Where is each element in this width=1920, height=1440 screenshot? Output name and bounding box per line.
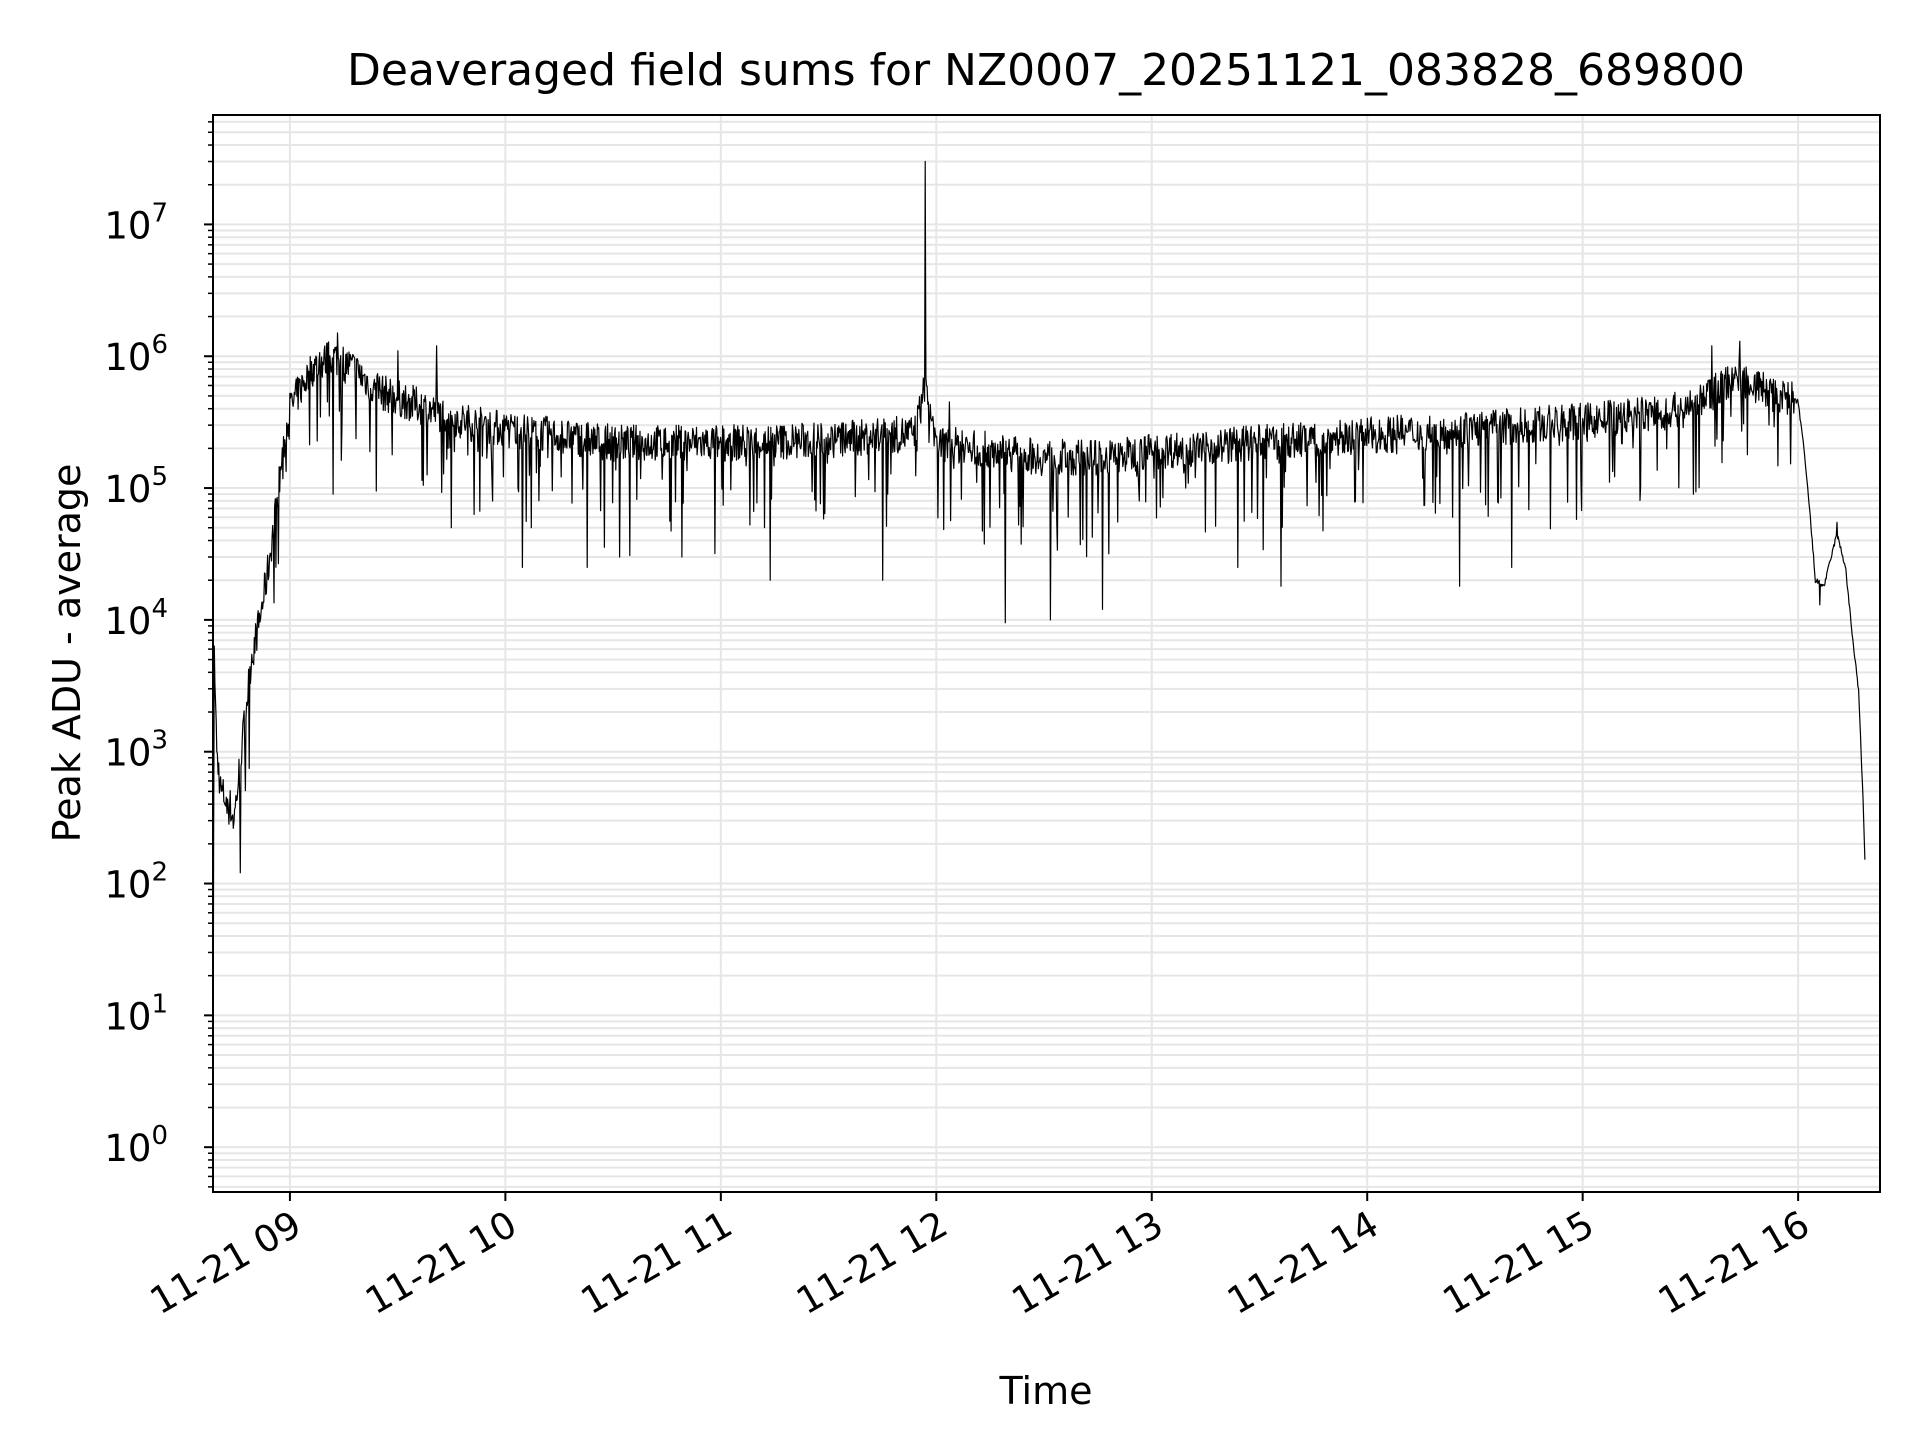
minor-grid	[213, 120, 1880, 1188]
x-axis-label: Time	[999, 1369, 1093, 1413]
y-axis-label: Peak ADU - average	[45, 464, 89, 843]
plot-area	[213, 115, 1880, 1192]
y-tick-label: 106	[104, 330, 168, 379]
plot-frame	[212, 114, 1881, 1193]
y-tick-label: 104	[104, 594, 168, 643]
major-grid	[213, 115, 1880, 1192]
y-tick-label: 102	[104, 858, 168, 907]
y-tick-label: 100	[104, 1121, 168, 1170]
y-tick-label: 101	[104, 989, 168, 1038]
chart-title: Deaveraged field sums for NZ0007_2025112…	[347, 45, 1745, 96]
y-tick-label: 103	[104, 726, 168, 775]
axis-ticks	[204, 121, 1800, 1201]
y-tick-label: 105	[104, 462, 168, 511]
y-tick-labels: 100 101 102 103 104 105 106 107	[104, 198, 168, 1170]
y-tick-label: 107	[104, 198, 168, 247]
series-line	[212, 160, 1866, 1150]
